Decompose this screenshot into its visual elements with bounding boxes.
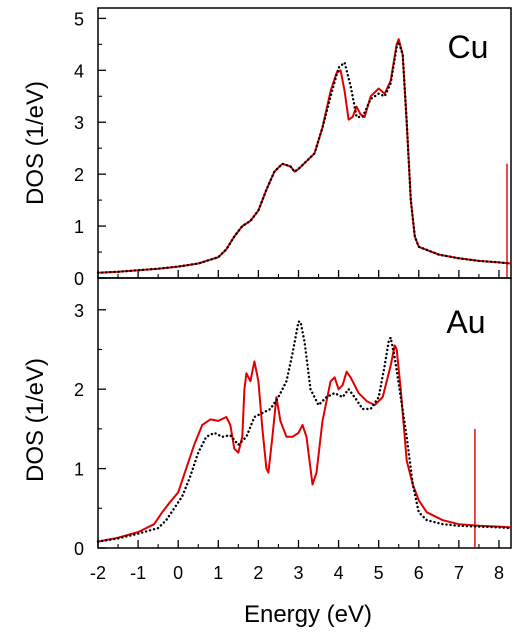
cu-series-dotted-black [96,40,513,274]
au-panel: 0 1 2 3 Au DOS (1/eV) [22,277,513,559]
au-series-dotted-black [96,320,513,543]
cu-x-ticks [97,270,500,278]
cu-y-ticks: 0 1 2 3 4 5 [74,9,106,289]
x-tick-label: 5 [374,563,384,583]
cu-y-tick-label: 5 [74,9,84,29]
cu-series-solid-red [97,38,512,274]
cu-panel-label: Cu [448,29,489,65]
x-tick-label: 7 [454,563,464,583]
cu-y-tick-label: 3 [74,113,84,133]
au-series-group [96,320,513,543]
au-y-tick-label: 1 [74,460,84,480]
x-tick-label: 3 [293,563,303,583]
cu-y-axis-title: DOS (1/eV) [22,81,49,205]
au-y-axis-title: DOS (1/eV) [22,358,49,482]
cu-panel: 0 1 2 3 4 5 Cu DOS (1/eV) [22,7,513,289]
cu-series-group [96,38,513,274]
au-y-ticks: 0 1 2 3 [74,301,106,559]
au-y-tick-label: 3 [74,301,84,321]
au-x-ticks [97,540,500,548]
x-tick-label: -1 [130,563,146,583]
x-tick-label: 1 [213,563,223,583]
cu-y-tick-label: 2 [74,165,84,185]
x-tick-label: 0 [173,563,183,583]
au-y-tick-label: 2 [74,380,84,400]
au-series-solid-red [97,344,512,543]
x-tick-labels: -2 -1 0 1 2 3 4 5 6 7 8 [90,563,504,583]
x-tick-label: -2 [90,563,106,583]
cu-y-tick-label: 4 [74,61,84,81]
x-tick-label: 4 [334,563,344,583]
x-tick-label: 8 [494,563,504,583]
au-y-tick-label: 0 [74,539,84,559]
au-panel-label: Au [446,304,485,340]
x-tick-label: 2 [253,563,263,583]
x-axis-title: Energy (eV) [244,601,372,628]
au-plot-frame [97,277,512,549]
cu-y-tick-label: 0 [74,269,84,289]
cu-y-tick-label: 1 [74,217,84,237]
x-tick-label: 6 [414,563,424,583]
